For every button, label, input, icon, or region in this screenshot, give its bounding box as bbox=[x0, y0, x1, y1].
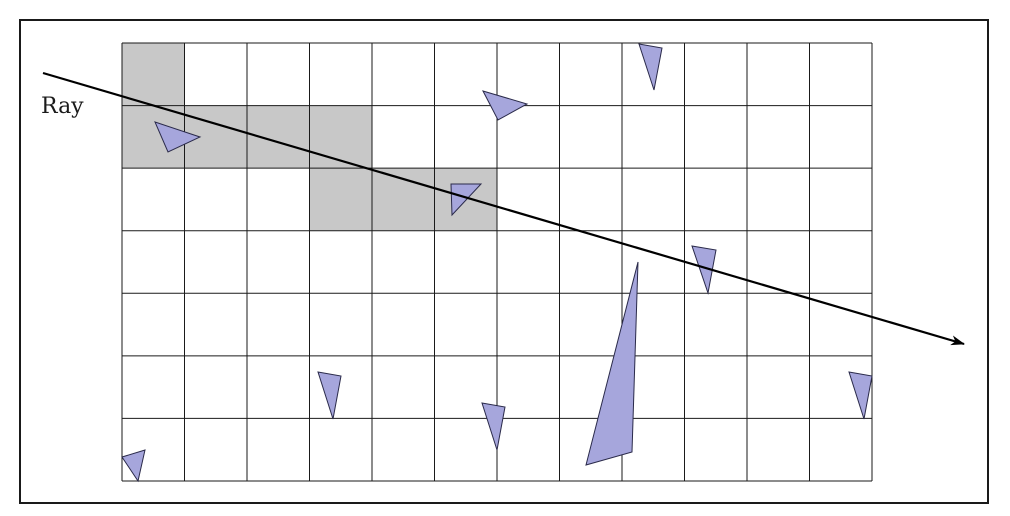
visited-cell bbox=[122, 43, 185, 106]
triangle-8 bbox=[481, 402, 506, 451]
triangle-4 bbox=[450, 183, 483, 217]
ray-arrow bbox=[42, 71, 965, 346]
triangle-3 bbox=[154, 121, 202, 153]
visited-cell bbox=[309, 105, 372, 169]
ray-label: Ray bbox=[41, 94, 84, 119]
triangle-9 bbox=[848, 371, 873, 420]
triangle-5 bbox=[691, 245, 717, 295]
triangle-1 bbox=[638, 43, 663, 91]
scene-triangles bbox=[121, 43, 873, 483]
triangle-10 bbox=[121, 449, 146, 483]
triangle-2 bbox=[482, 90, 529, 121]
visited-cell bbox=[309, 168, 372, 231]
visited-cell bbox=[372, 168, 435, 231]
triangle-6 bbox=[585, 261, 639, 466]
triangle-7 bbox=[317, 371, 342, 420]
